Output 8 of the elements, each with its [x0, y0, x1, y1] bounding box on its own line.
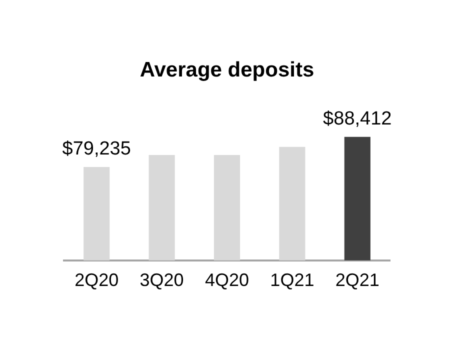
x-tick-label: 1Q21 [270, 270, 314, 290]
data-label: $88,412 [323, 108, 392, 130]
x-tick-label: 2Q20 [74, 270, 119, 290]
x-tick-label: 4Q20 [204, 270, 250, 290]
x-tick-label: 3Q20 [140, 270, 184, 290]
chart-title: Average deposits [140, 58, 314, 82]
data-label: $79,235 [62, 138, 131, 160]
x-tick-label: 2Q21 [335, 270, 380, 290]
